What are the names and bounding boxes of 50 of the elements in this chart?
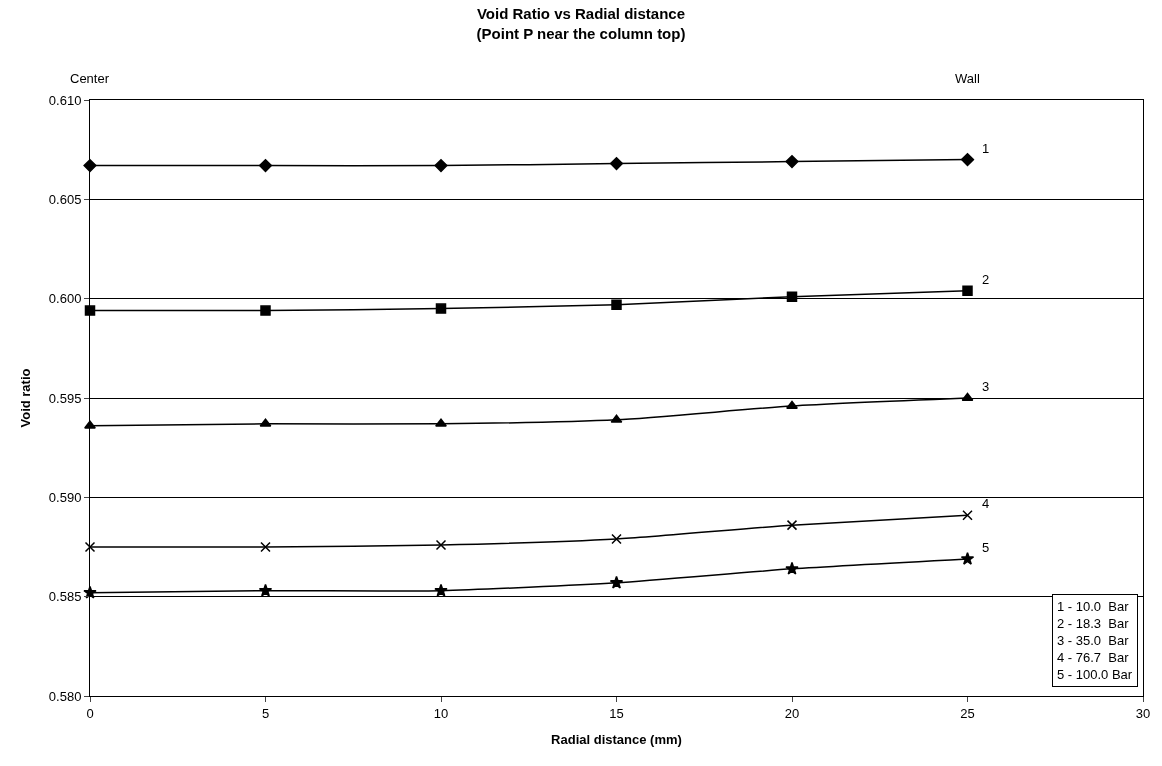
point <box>609 156 624 171</box>
point <box>960 153 975 167</box>
y-tick-label: 0.585 <box>48 589 82 605</box>
y-tick-label: 0.595 <box>48 390 82 406</box>
x-tick-label: 0 <box>86 705 94 721</box>
series-label: 1 <box>982 141 990 156</box>
point <box>260 541 271 553</box>
point <box>786 519 798 531</box>
point <box>434 583 448 597</box>
point <box>962 285 973 296</box>
x-tick-label: 5 <box>261 705 270 721</box>
point <box>611 533 622 545</box>
point <box>960 551 975 565</box>
annotation: 1 - 10.0 Bar 2 - 18.3 Bar 3 - 35.0 Bar 4 - 76.7 Bar 5 - 100.0 Bar <box>1057 599 1133 682</box>
point <box>785 154 799 169</box>
series-label: 2 <box>982 272 990 287</box>
y-tick-label: 0.610 <box>48 92 82 108</box>
point <box>258 583 273 597</box>
y-tick-label: 0.605 <box>48 191 82 207</box>
x-tick-label: 30 <box>1135 705 1151 721</box>
point <box>434 158 448 173</box>
point <box>786 400 798 409</box>
series-label: 5 <box>982 540 990 555</box>
point <box>609 575 624 589</box>
point <box>260 305 271 316</box>
point <box>84 305 96 316</box>
point <box>258 158 273 173</box>
point <box>84 541 96 553</box>
series-label: 4 <box>982 496 990 511</box>
y-axis-title: Void ratio <box>17 368 33 428</box>
x-tick-label: 10 <box>433 705 449 721</box>
chart-title: Void Ratio vs Radial distance (Point P near the column top) <box>476 5 686 42</box>
text: Center <box>70 71 110 86</box>
point <box>962 509 973 521</box>
point <box>785 561 799 575</box>
point <box>611 299 622 310</box>
point <box>435 303 447 314</box>
series-label: 3 <box>982 379 990 394</box>
text: Wall <box>955 71 980 86</box>
x-tick-label: 15 <box>609 705 624 721</box>
point <box>435 418 447 427</box>
y-tick-label: 0.590 <box>48 489 82 505</box>
point <box>83 158 97 173</box>
x-axis-title: Radial distance (mm) <box>551 732 682 748</box>
x-tick-label: 25 <box>960 705 975 721</box>
point <box>786 291 798 302</box>
point <box>435 539 447 551</box>
y-tick-label: 0.580 <box>48 688 82 704</box>
y-tick-label: 0.600 <box>48 291 82 307</box>
x-tick-label: 20 <box>784 705 800 721</box>
